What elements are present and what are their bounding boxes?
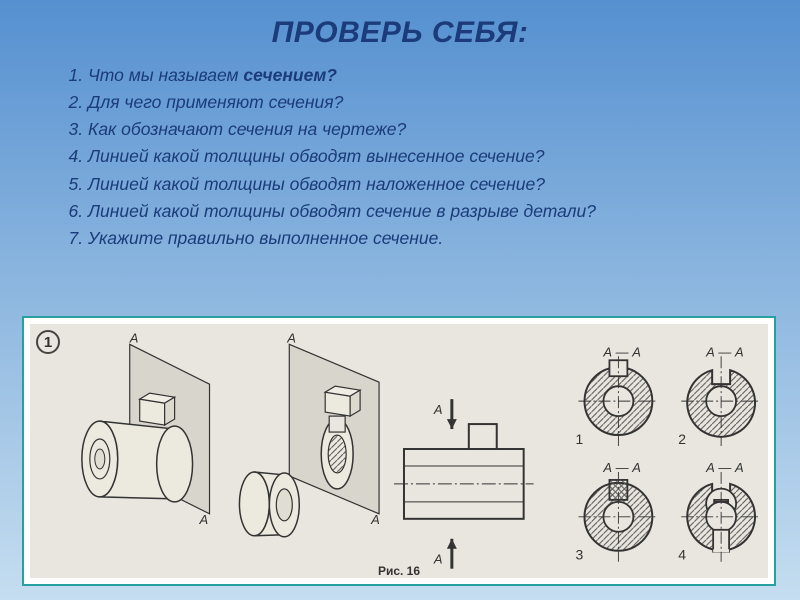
question-4: Линией какой толщины обводят вынесенное … [88,143,776,170]
q1-text: Что мы называем [88,65,243,85]
technical-diagram: А А [30,324,768,578]
cut-mark-top: А [433,402,443,417]
iso-left: А А [82,330,210,527]
section-2-label: А — А [705,344,743,359]
section-3: А — А 3 [576,460,659,563]
question-1: Что мы называем сечением? [88,62,776,89]
question-7: Укажите правильно выполненное сечение. [88,225,776,252]
section-3-num: 3 [576,547,584,563]
section-1: А — А 1 [576,344,659,447]
iso-right: А А [239,330,379,536]
question-2: Для чего применяют сечения? [88,89,776,116]
section-4-label: А — А [705,460,743,475]
iso-label-a1: А [129,330,139,345]
question-list: Что мы называем сечением? Для чего приме… [24,62,776,252]
iso-label-a2: А [199,512,209,527]
section-4: А — А 4 [678,460,761,563]
slide: ПРОВЕРЬ СЕБЯ: Что мы называем сечением? … [0,0,800,600]
iso-label-a3: А [286,330,296,345]
question-3: Как обозначают сечения на чертеже? [88,116,776,143]
iso-label-a4: А [370,512,380,527]
ortho-view: А А [394,399,534,569]
figure-inner: 1 [30,324,768,578]
figure-container: 1 [22,316,776,586]
q1-term: сечением? [243,65,337,85]
slide-title: ПРОВЕРЬ СЕБЯ: [24,16,776,50]
section-1-label: А — А [602,344,640,359]
section-3-label: А — А [602,460,640,475]
section-1-num: 1 [576,431,584,447]
cut-mark-bottom: А [433,552,443,567]
figure-caption: Рис. 16 [378,564,420,578]
question-5: Линией какой толщины обводят наложенное … [88,171,776,198]
section-4-num: 4 [678,547,686,563]
section-2-num: 2 [678,431,686,447]
section-2: А — А 2 [678,344,761,447]
question-6: Линией какой толщины обводят сечение в р… [88,198,776,225]
